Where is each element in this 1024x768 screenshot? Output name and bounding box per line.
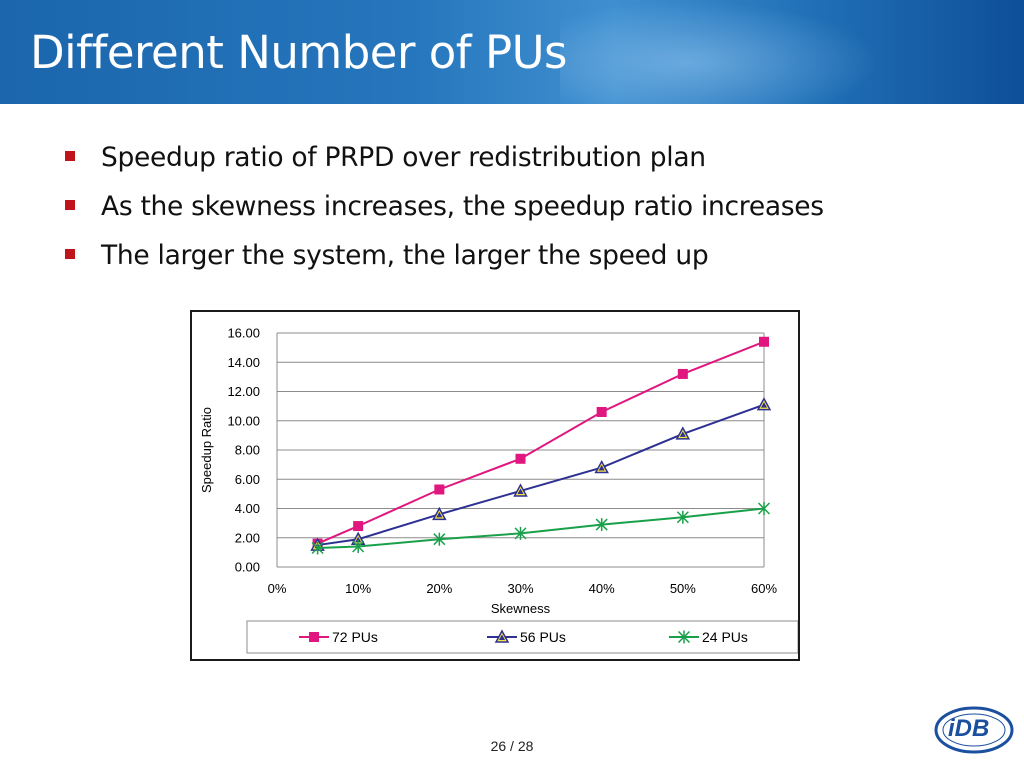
idb-logo: iDB — [934, 706, 1014, 754]
data-point-core — [436, 511, 443, 518]
x-tick-label: 0% — [268, 581, 287, 596]
bullet-list: Speedup ratio of PRPD over redistributio… — [62, 141, 824, 288]
bullet-text: Speedup ratio of PRPD over redistributio… — [101, 142, 706, 173]
data-point — [515, 453, 526, 464]
legend — [246, 620, 798, 654]
y-tick-label: 4.00 — [235, 501, 260, 516]
data-point — [434, 484, 445, 495]
data-point-core — [517, 488, 524, 494]
legend-marker-core — [499, 634, 505, 640]
y-tick-label: 16.00 — [227, 326, 260, 341]
slide-header: Different Number of PUs — [0, 0, 1024, 104]
y-tick-label: 0.00 — [235, 560, 260, 575]
slide-title: Different Number of PUs — [30, 26, 567, 79]
legend-label: 24 PUs — [702, 629, 748, 645]
legend-marker — [309, 632, 319, 642]
square-bullet-icon — [65, 249, 75, 259]
bullet-text: The larger the system, the larger the sp… — [101, 240, 709, 271]
y-axis-title: Speedup Ratio — [199, 407, 214, 493]
data-point — [596, 406, 607, 417]
page-number: 26 / 28 — [490, 738, 534, 754]
data-point-core — [761, 402, 767, 408]
x-tick-label: 30% — [507, 581, 533, 596]
x-tick-label: 50% — [670, 581, 696, 596]
y-tick-label: 8.00 — [235, 443, 260, 458]
y-tick-label: 14.00 — [227, 355, 260, 370]
data-point-core — [598, 465, 605, 471]
bullet-item: As the skewness increases, the speedup r… — [62, 190, 824, 239]
series-line — [317, 403, 765, 547]
bullet-item: The larger the system, the larger the sp… — [62, 239, 824, 288]
x-tick-label: 40% — [589, 581, 615, 596]
legend-label: 56 PUs — [520, 629, 566, 645]
x-tick-label: 20% — [426, 581, 452, 596]
bullet-text: As the skewness increases, the speedup r… — [101, 191, 824, 222]
y-tick-label: 12.00 — [227, 384, 260, 399]
x-axis-title: Skewness — [491, 601, 551, 616]
data-point — [759, 336, 769, 347]
speedup-chart: 0.00 2.00 4.00 6.00 8.00 10.00 12.00 14.00 16.00… — [190, 310, 800, 661]
x-tick-label: 10% — [345, 581, 371, 596]
svg-text:iDB: iDB — [948, 715, 989, 742]
data-point — [353, 521, 364, 532]
square-bullet-icon — [65, 151, 75, 161]
data-point-core — [355, 536, 362, 543]
series-line — [317, 340, 765, 545]
legend-label: 72 PUs — [332, 629, 378, 645]
square-bullet-icon — [65, 200, 75, 210]
y-tick-label: 2.00 — [235, 530, 260, 545]
y-tick-label: 6.00 — [235, 472, 260, 487]
data-point-core — [679, 431, 686, 437]
y-tick-label: 10.00 — [227, 413, 260, 428]
data-point — [677, 368, 688, 379]
chart-canvas: 0.00 2.00 4.00 6.00 8.00 10.00 12.00 14.00 16.00… — [199, 326, 798, 654]
bullet-item: Speedup ratio of PRPD over redistributio… — [62, 141, 824, 190]
x-tick-label: 60% — [751, 581, 777, 596]
